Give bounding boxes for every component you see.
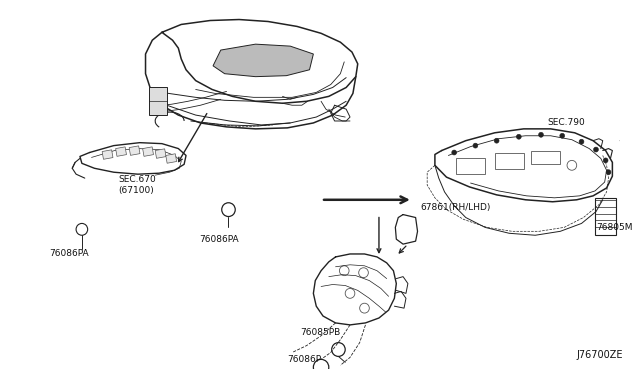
Text: 76805M: 76805M <box>596 223 632 232</box>
Text: SEC.670
(67100): SEC.670 (67100) <box>118 175 156 195</box>
Text: 76086PA: 76086PA <box>49 250 89 259</box>
Bar <box>149 87 167 115</box>
Circle shape <box>579 139 584 144</box>
Circle shape <box>516 134 521 139</box>
Circle shape <box>539 132 543 137</box>
Text: 76086P: 76086P <box>287 355 321 364</box>
Bar <box>531 151 560 164</box>
Circle shape <box>606 170 611 175</box>
Circle shape <box>560 133 564 138</box>
Bar <box>166 154 177 163</box>
Bar <box>456 158 485 174</box>
Text: 76086PA: 76086PA <box>199 235 239 244</box>
Bar <box>495 154 524 169</box>
Bar <box>155 149 166 158</box>
Circle shape <box>494 138 499 143</box>
Polygon shape <box>213 44 314 77</box>
Circle shape <box>452 150 456 155</box>
Circle shape <box>593 147 598 152</box>
Text: 76085PB: 76085PB <box>300 328 340 337</box>
Circle shape <box>473 143 478 148</box>
Bar <box>129 146 140 155</box>
Circle shape <box>604 158 608 163</box>
Text: 67861(RH/LHD): 67861(RH/LHD) <box>420 203 491 212</box>
Bar <box>595 198 616 235</box>
Text: J76700ZE: J76700ZE <box>577 350 623 360</box>
Bar <box>102 150 113 159</box>
Bar <box>143 147 154 156</box>
Bar <box>116 147 127 156</box>
Text: SEC.790: SEC.790 <box>548 118 586 128</box>
